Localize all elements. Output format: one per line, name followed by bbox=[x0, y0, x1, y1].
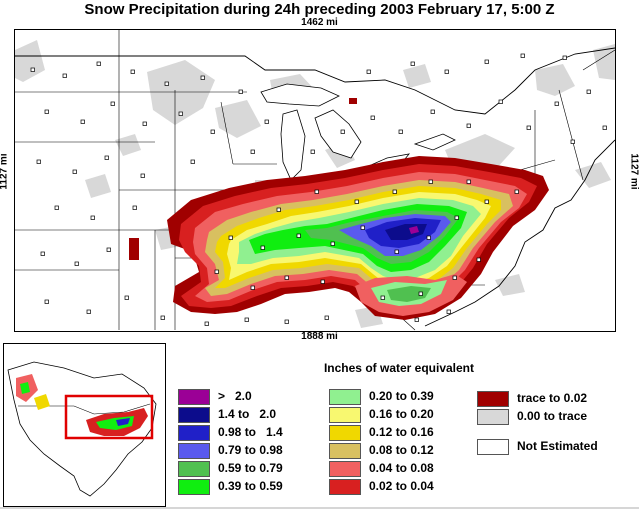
top-distance-label: 1462 mi bbox=[301, 17, 338, 28]
legend-label: 0.79 to 0.98 bbox=[218, 443, 283, 457]
legend-swatch bbox=[178, 425, 210, 441]
legend-swatch bbox=[329, 461, 361, 477]
inset-west-snow-green bbox=[20, 382, 30, 394]
inset-border bbox=[18, 403, 151, 415]
atlantic-coast bbox=[424, 139, 615, 327]
legend-label: 0.39 to 0.59 bbox=[218, 479, 283, 493]
legend-title: Inches of water equivalent bbox=[323, 361, 475, 375]
legend-swatch bbox=[477, 439, 509, 455]
legend-label: 0.20 to 0.39 bbox=[369, 389, 434, 403]
legend-label: Not Estimated bbox=[517, 439, 598, 453]
legend-label: 0.98 to 1.4 bbox=[218, 425, 283, 439]
snow-band-southern-lobe-core bbox=[387, 286, 431, 302]
snow-band-gt-20 bbox=[409, 226, 419, 234]
legend-label: 0.16 to 0.20 bbox=[369, 407, 434, 421]
legend-swatch bbox=[329, 425, 361, 441]
legend-label: 0.59 to 0.79 bbox=[218, 461, 283, 475]
legend-label: 0.02 to 0.04 bbox=[369, 479, 434, 493]
legend-label: trace to 0.02 bbox=[517, 391, 588, 405]
inset-view-rectangle bbox=[64, 394, 154, 440]
inset-north-america-outline bbox=[7, 361, 157, 497]
inset-west-snow-2 bbox=[34, 394, 50, 410]
legend-swatch bbox=[178, 479, 210, 495]
inset-east-snow-blue bbox=[116, 418, 130, 426]
legend-label: 0.04 to 0.08 bbox=[369, 461, 434, 475]
left-distance-label: 1127 mi bbox=[0, 153, 10, 190]
legend-swatch bbox=[329, 479, 361, 495]
station-markers bbox=[30, 53, 607, 326]
bottom-distance-label: 1888 mi bbox=[301, 331, 338, 342]
legend-swatch bbox=[178, 407, 210, 423]
legend-label: 0.12 to 0.16 bbox=[369, 425, 434, 439]
locator-inset-map bbox=[3, 343, 166, 507]
snow-precipitation-map bbox=[14, 29, 616, 332]
legend-swatch bbox=[178, 389, 210, 405]
legend-swatch bbox=[178, 443, 210, 459]
legend-label: 0.08 to 0.12 bbox=[369, 443, 434, 457]
legend-swatch bbox=[178, 461, 210, 477]
legend-swatch bbox=[329, 389, 361, 405]
legend-label: 0.00 to trace bbox=[517, 409, 588, 423]
bottom-divider bbox=[0, 507, 639, 509]
legend-swatch bbox=[329, 443, 361, 459]
legend-swatch bbox=[329, 407, 361, 423]
right-distance-label: 1127 mi bbox=[628, 153, 639, 190]
map-title: Snow Precipitation during 24h preceding … bbox=[84, 1, 555, 18]
canada-border bbox=[15, 47, 615, 115]
zero-trace-areas bbox=[15, 40, 615, 328]
legend-label: > 2.0 bbox=[218, 389, 252, 403]
precipitation-legend: Inches of water equivalent > 2.0 1.4 to … bbox=[168, 343, 630, 505]
legend-swatch bbox=[477, 409, 509, 425]
legend-label: 1.4 to 2.0 bbox=[218, 407, 277, 421]
legend-swatch bbox=[477, 391, 509, 407]
isolated-trace-patch bbox=[129, 238, 139, 260]
lake-trace-patch bbox=[349, 98, 357, 104]
